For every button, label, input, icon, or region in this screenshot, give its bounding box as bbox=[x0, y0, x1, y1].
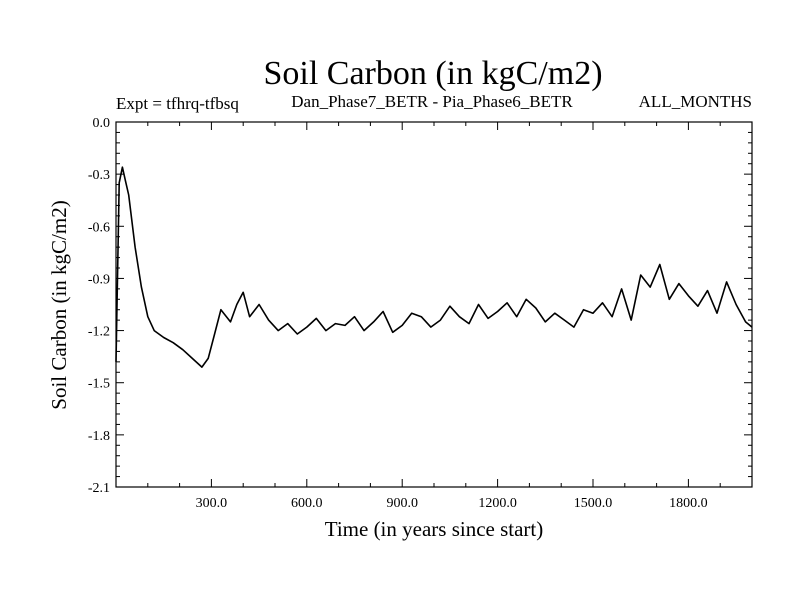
series-line bbox=[115, 166, 753, 368]
y-axis-ticks: 0.0 -0.3 -0.6 -0.9 -1.2 -1.5 -1.8 -2.1 bbox=[88, 116, 752, 496]
y-tick-label: -1.2 bbox=[88, 325, 110, 340]
comparison-label: Dan_Phase7_BETR - Pia_Phase6_BETR bbox=[291, 92, 573, 111]
plot-frame bbox=[115, 121, 753, 488]
y-tick-label: -1.8 bbox=[88, 429, 110, 444]
series-group bbox=[115, 166, 753, 368]
months-label: ALL_MONTHS bbox=[639, 92, 752, 111]
y-tick-label: -1.5 bbox=[88, 377, 110, 392]
y-tick-label: 0.0 bbox=[93, 116, 111, 131]
x-tick-label: 1500.0 bbox=[574, 496, 613, 511]
x-tick-label: 1200.0 bbox=[478, 496, 517, 511]
y-tick-label: -0.6 bbox=[88, 220, 110, 235]
x-tick-label: 900.0 bbox=[386, 496, 418, 511]
y-tick-label: -0.3 bbox=[88, 168, 110, 183]
x-tick-label: 1800.0 bbox=[669, 496, 708, 511]
y-axis-label: Soil Carbon (in kgC/m2) bbox=[47, 200, 71, 409]
chart-title: Soil Carbon (in kgC/m2) bbox=[263, 55, 602, 92]
y-tick-label: -0.9 bbox=[88, 272, 110, 287]
x-tick-label: 600.0 bbox=[291, 496, 323, 511]
y-tick-label: -2.1 bbox=[88, 481, 110, 496]
x-axis-ticks: 300.0 600.0 900.0 1200.0 1500.0 1800.0 bbox=[147, 122, 721, 511]
x-tick-label: 300.0 bbox=[196, 496, 228, 511]
experiment-label: Expt = tfhrq-tfbsq bbox=[116, 94, 239, 113]
x-axis-label: Time (in years since start) bbox=[325, 517, 544, 541]
